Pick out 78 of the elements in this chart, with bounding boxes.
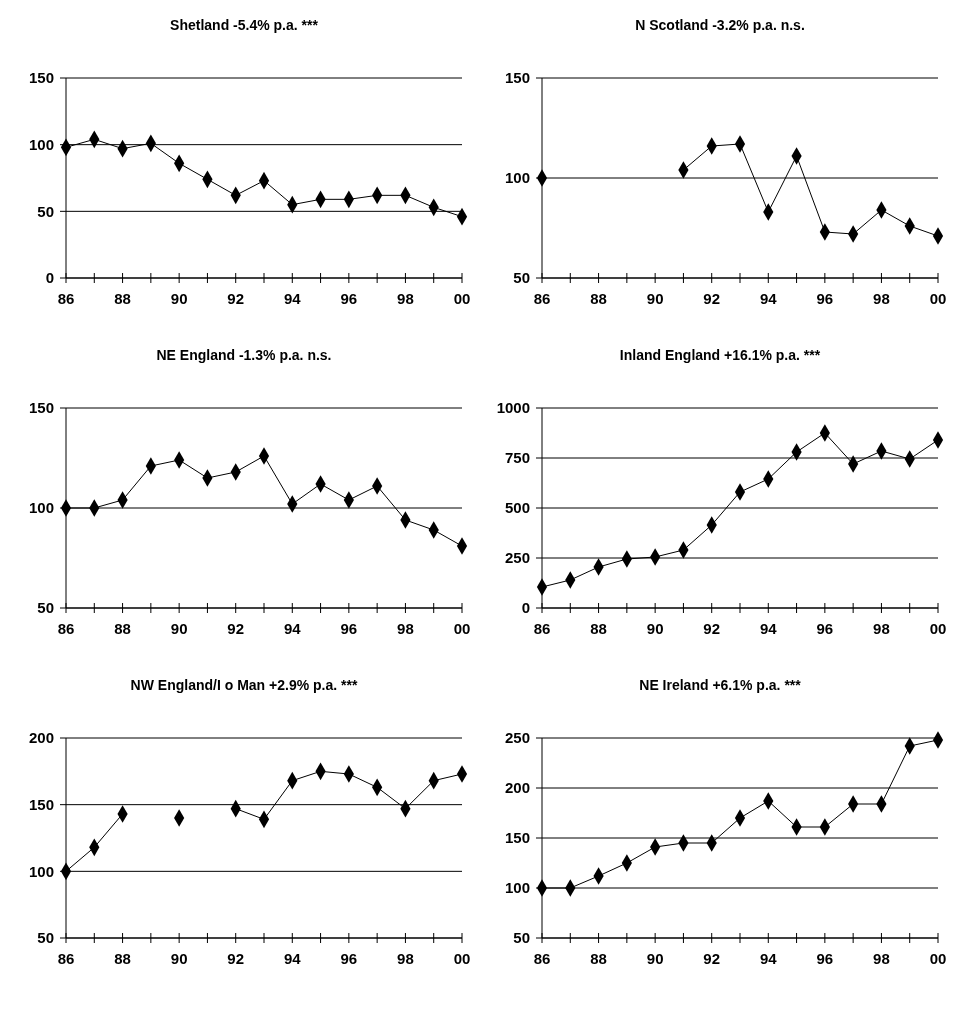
- x-tick-label: 86: [533, 950, 551, 967]
- x-tick-label: 90: [646, 620, 664, 637]
- y-tick-label: 1000: [496, 399, 530, 417]
- x-tick-label: 94: [759, 290, 778, 307]
- x-tick-label: 98: [397, 620, 414, 637]
- x-tick-label: 98: [873, 620, 890, 637]
- y-tick-label: 0: [521, 599, 530, 617]
- x-tick-label: 98: [873, 290, 890, 307]
- x-tick-label: 96: [816, 620, 834, 637]
- y-tick-label: 50: [37, 929, 54, 947]
- x-tick-label: 94: [283, 620, 302, 637]
- x-tick-label: 00: [453, 620, 471, 637]
- y-tick-label: 50: [513, 269, 530, 287]
- x-tick-label: 86: [533, 290, 551, 307]
- x-tick-label: 90: [170, 950, 188, 967]
- x-tick-label: 92: [703, 950, 721, 967]
- chart-title: NW England/I o Man +2.9% p.a. ***: [130, 677, 358, 693]
- y-tick-label: 100: [28, 499, 54, 517]
- y-tick-label: 200: [28, 729, 54, 747]
- x-tick-label: 98: [873, 950, 890, 967]
- x-tick-label: 86: [533, 620, 551, 637]
- x-tick-label: 88: [114, 620, 131, 637]
- x-tick-label: 86: [57, 290, 75, 307]
- x-tick-label: 90: [646, 950, 664, 967]
- chart-title: NE Ireland +6.1% p.a. ***: [639, 677, 802, 693]
- y-tick-label: 50: [37, 599, 54, 617]
- y-tick-label: 150: [28, 795, 54, 813]
- x-tick-label: 94: [759, 950, 778, 967]
- y-tick-label: 100: [28, 862, 54, 880]
- y-tick-label: 50: [37, 202, 54, 220]
- x-tick-label: 00: [929, 950, 947, 967]
- chart-title: Inland England +16.1% p.a. ***: [619, 347, 821, 363]
- x-tick-label: 88: [590, 620, 607, 637]
- x-tick-label: 96: [816, 950, 834, 967]
- x-tick-label: 96: [340, 290, 358, 307]
- y-tick-label: 750: [504, 449, 530, 467]
- y-tick-label: 50: [513, 929, 530, 947]
- x-tick-label: 86: [57, 950, 75, 967]
- y-tick-label: 200: [504, 779, 530, 797]
- x-tick-label: 88: [590, 290, 607, 307]
- x-tick-label: 98: [397, 290, 414, 307]
- chart-title: N Scotland -3.2% p.a. n.s.: [635, 17, 805, 33]
- x-tick-label: 92: [227, 950, 245, 967]
- x-tick-label: 88: [114, 290, 131, 307]
- x-tick-label: 88: [114, 950, 131, 967]
- y-tick-label: 100: [504, 169, 530, 187]
- chart-title: NE England -1.3% p.a. n.s.: [156, 347, 332, 363]
- y-tick-label: 0: [45, 269, 54, 287]
- x-tick-label: 96: [340, 620, 358, 637]
- x-tick-label: 94: [759, 620, 778, 637]
- x-tick-label: 92: [227, 620, 245, 637]
- x-tick-label: 94: [283, 290, 302, 307]
- y-tick-label: 150: [504, 69, 530, 87]
- x-tick-label: 00: [929, 290, 947, 307]
- y-tick-label: 250: [504, 549, 530, 567]
- x-tick-label: 88: [590, 950, 607, 967]
- y-tick-label: 250: [504, 729, 530, 747]
- x-tick-label: 92: [703, 290, 721, 307]
- x-tick-label: 00: [453, 950, 471, 967]
- x-tick-label: 90: [170, 290, 188, 307]
- y-tick-label: 150: [504, 829, 530, 847]
- x-tick-label: 96: [816, 290, 834, 307]
- y-tick-label: 500: [504, 499, 530, 517]
- x-tick-label: 86: [57, 620, 75, 637]
- y-tick-label: 100: [504, 879, 530, 897]
- x-tick-label: 92: [703, 620, 721, 637]
- x-tick-label: 98: [397, 950, 414, 967]
- x-tick-label: 90: [646, 290, 664, 307]
- x-tick-label: 96: [340, 950, 358, 967]
- x-tick-label: 90: [170, 620, 188, 637]
- x-tick-label: 00: [929, 620, 947, 637]
- x-tick-label: 92: [227, 290, 245, 307]
- y-tick-label: 100: [28, 135, 54, 153]
- x-tick-label: 94: [283, 950, 302, 967]
- y-tick-label: 150: [28, 69, 54, 87]
- chart-title: Shetland -5.4% p.a. ***: [170, 17, 319, 33]
- y-tick-label: 150: [28, 399, 54, 417]
- x-tick-label: 00: [453, 290, 471, 307]
